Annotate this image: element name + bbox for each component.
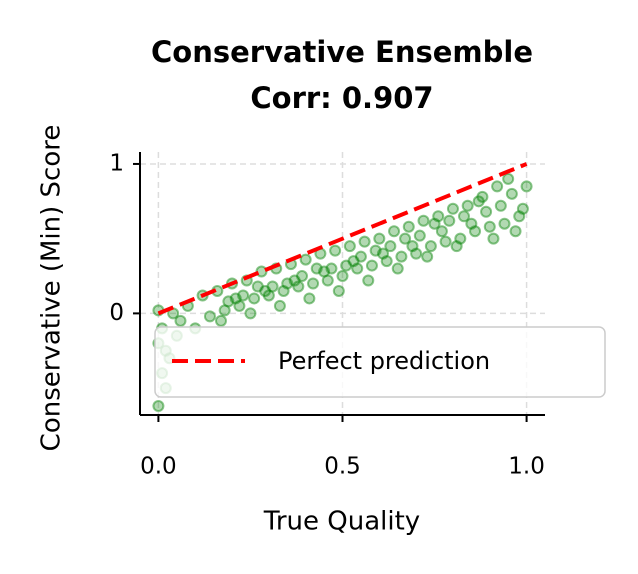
scatter-point <box>399 232 412 245</box>
scatter-point <box>391 262 404 275</box>
scatter-point <box>203 310 216 323</box>
scatter-point <box>509 225 522 238</box>
scatter-point <box>251 280 264 293</box>
scatter-point <box>358 235 371 248</box>
scatter-point <box>229 292 242 305</box>
x-tick-label: 0.5 <box>324 454 361 480</box>
scatter-point <box>277 284 290 297</box>
scatter-point <box>336 270 349 283</box>
scatter-point <box>174 314 187 327</box>
scatter-point <box>502 172 515 185</box>
scatter-point <box>307 277 320 290</box>
scatter-point <box>262 289 275 302</box>
x-tick-label: 1.0 <box>508 454 545 480</box>
scatter-point <box>266 280 279 293</box>
scatter-point <box>325 262 338 275</box>
y-tick-label: 1 <box>109 150 124 176</box>
scatter-point <box>472 195 485 208</box>
scatter-point <box>310 262 323 275</box>
x-tick-label: 0.0 <box>140 454 177 480</box>
scatter-point <box>458 210 470 223</box>
scatter-point <box>435 225 448 238</box>
scatter-point <box>443 214 456 227</box>
scatter-point <box>332 284 345 297</box>
legend-box <box>154 326 606 398</box>
x-axis-label: True Quality <box>263 507 420 537</box>
scatter-point <box>446 202 459 215</box>
chart-subtitle: Corr: 0.907 <box>250 81 433 115</box>
y-tick-label: 0 <box>109 300 124 326</box>
scatter-point <box>494 199 507 212</box>
scatter-point <box>406 240 419 253</box>
scatter-point <box>483 220 496 233</box>
scatter-point <box>351 262 364 275</box>
scatter-point <box>281 277 294 290</box>
scatter-point <box>380 255 393 268</box>
scatter-point <box>343 240 356 253</box>
scatter-point <box>296 270 308 283</box>
scatter-point <box>377 247 389 260</box>
scatter-point <box>413 229 426 242</box>
scatter-point <box>259 284 272 297</box>
scatter-point <box>318 265 331 278</box>
scatter-point <box>424 240 437 253</box>
scatter-point <box>299 253 312 266</box>
scatter-point <box>469 225 482 238</box>
scatter-point <box>461 199 474 212</box>
scatter-point <box>505 187 518 200</box>
scatter-point <box>450 240 463 253</box>
scatter-point <box>244 307 257 320</box>
scatter-point <box>362 274 375 287</box>
scatter-point <box>417 214 430 227</box>
legend-label: Perfect prediction <box>278 347 490 375</box>
scatter-point <box>513 210 526 223</box>
legend: Perfect prediction <box>154 326 606 398</box>
scatter-point <box>215 314 227 327</box>
scatter-point <box>487 232 500 245</box>
scatter-point <box>402 220 415 233</box>
scatter-point <box>491 180 504 193</box>
scatter-point <box>384 240 397 253</box>
scatter-point <box>421 250 434 263</box>
scatter-point <box>480 205 493 218</box>
scatter-point <box>465 217 478 230</box>
scatter-point <box>428 217 441 230</box>
scatter-point <box>432 210 445 223</box>
scatter-point <box>152 400 165 413</box>
scatter-point <box>329 244 342 257</box>
scatter-point <box>476 190 489 203</box>
scatter-point <box>347 255 360 268</box>
scatter-point <box>340 259 353 272</box>
scatter-point <box>373 232 386 245</box>
scatter-point <box>516 202 529 215</box>
scatter-point <box>303 292 316 305</box>
scatter-point <box>369 244 382 257</box>
scatter-point <box>439 235 452 248</box>
scatter-point <box>410 247 423 260</box>
scatter-point <box>321 274 334 287</box>
scatter-point <box>288 274 301 287</box>
scatter-point <box>237 289 250 302</box>
scatter-point <box>222 295 235 308</box>
scatter-point <box>365 259 378 272</box>
grid <box>140 152 545 415</box>
scatter-point <box>218 304 231 317</box>
scatter-point <box>248 292 261 305</box>
y-axis-label: Conservative (Min) Score <box>37 125 67 452</box>
scatter-point <box>520 180 533 193</box>
reference-line <box>157 162 528 316</box>
scatter-point <box>454 232 467 245</box>
scatter-point <box>498 217 511 230</box>
scatter-point <box>292 280 305 293</box>
scatter-point <box>388 225 401 238</box>
ticks: 0.0 0.5 1.0 0 1 <box>109 150 545 479</box>
scatter-point <box>395 250 408 263</box>
chart-title: Conservative Ensemble <box>151 35 533 69</box>
scatter-point <box>233 299 246 312</box>
scatter-point <box>354 250 367 263</box>
scatter-point <box>273 299 286 312</box>
